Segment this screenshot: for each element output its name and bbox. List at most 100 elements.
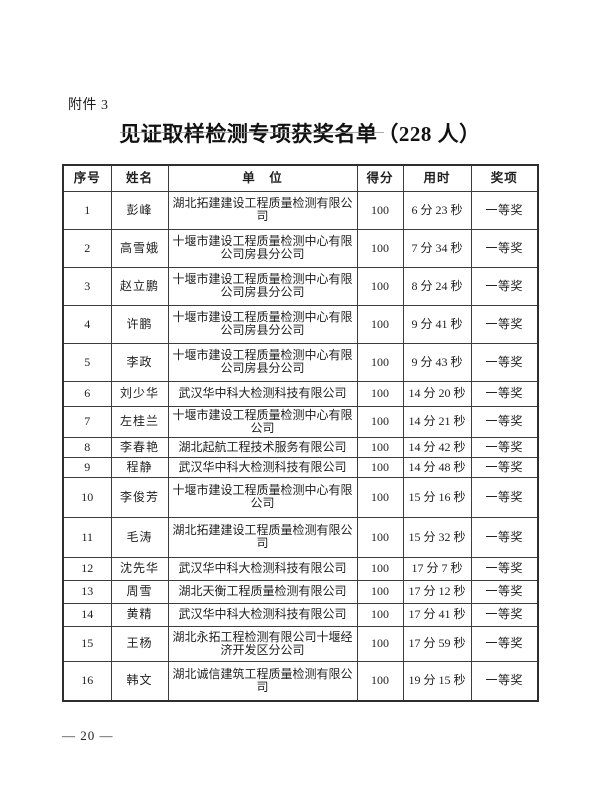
cell-time: 17 分 59 秒: [402, 625, 472, 662]
cell-unit: 十堰市建设工程质量检测中心有限公司房县分公司: [167, 304, 358, 344]
cell-score: 100: [356, 228, 404, 268]
cell-name: 彭峰: [110, 190, 169, 230]
cell-serial-number: 9: [62, 456, 112, 478]
cell-award: 一等奖: [470, 516, 539, 558]
cell-score: 100: [356, 456, 404, 478]
cell-time: 9 分 41 秒: [402, 304, 472, 344]
cell-score: 100: [356, 190, 404, 230]
cell-score: 100: [356, 342, 404, 382]
cell-serial-number: 3: [62, 266, 112, 306]
cell-unit: 湖北天衡工程质量检测有限公司: [167, 579, 358, 604]
page-number: — 20 —: [62, 728, 114, 743]
cell-name: 许鹏: [110, 304, 169, 344]
page-title: 见证取样检测专项获奖名单（228 人）: [119, 118, 480, 148]
column-header: 序号: [62, 164, 112, 192]
cell-score: 100: [356, 516, 404, 558]
cell-award: 一等奖: [470, 342, 539, 382]
table-header-row: 序号 姓名单 位得分 用时 奖项: [62, 164, 539, 192]
table-row: 4 许鹏 十堰市建设工程质量检测中心有限公司房县分公司 100 9 分 41 秒…: [62, 304, 539, 344]
cell-serial-number: 13: [62, 579, 112, 604]
cell-score: 100: [356, 380, 404, 407]
cell-serial-number: 16: [62, 660, 112, 702]
table-row: 12 沈先华 武汉华中科大检测科技有限公司 100 17 分 7 秒 一等奖: [62, 556, 539, 581]
cell-award: 一等奖: [470, 625, 539, 662]
cell-time: 7 分 34 秒: [402, 228, 472, 268]
table-row: 9 程静 武汉华中科大检测科技有限公司 100 14 分 48 秒 一等奖: [62, 456, 539, 478]
cell-time: 17 分 7 秒: [402, 556, 472, 581]
cell-name: 赵立鹏: [110, 266, 169, 306]
column-header: 得分: [356, 164, 404, 192]
cell-award: 一等奖: [470, 266, 539, 306]
cell-unit: 武汉华中科大检测科技有限公司: [167, 556, 358, 581]
table-row: 5 李政 十堰市建设工程质量检测中心有限公司房县分公司 100 9 分 43 秒…: [62, 342, 539, 382]
cell-award: 一等奖: [470, 190, 539, 230]
column-header: 姓名: [110, 164, 169, 192]
table-row: 11 毛涛 湖北拓建建设工程质量检测有限公司 100 15 分 32 秒 一等奖: [62, 516, 539, 558]
cell-unit: 湖北拓建建设工程质量检测有限公司: [167, 516, 358, 558]
cell-serial-number: 12: [62, 556, 112, 581]
cell-time: 14 分 20 秒: [402, 380, 472, 407]
cell-serial-number: 2: [62, 228, 112, 268]
cell-award: 一等奖: [470, 579, 539, 604]
table-row: 3 赵立鹏 十堰市建设工程质量检测中心有限公司房县分公司 100 8 分 24 …: [62, 266, 539, 306]
cell-serial-number: 11: [62, 516, 112, 558]
cell-serial-number: 7: [62, 405, 112, 438]
award-table: 序号 姓名单 位得分 用时 奖项 1 彭峰 湖北拓建建设工程质量检测有限公司 100 …: [62, 164, 539, 702]
cell-unit: 十堰市建设工程质量检测中心有限公司房县分公司: [167, 266, 358, 306]
table-row: 8 李春艳 湖北起航工程技术服务有限公司 100 14 分 42 秒 一等奖: [62, 436, 539, 458]
table-body: 1 彭峰 湖北拓建建设工程质量检测有限公司 100 6 分 23 秒 一等奖 2…: [62, 190, 539, 702]
cell-name: 李俊芳: [110, 476, 169, 518]
cell-name: 韩文: [110, 660, 169, 702]
cell-score: 100: [356, 266, 404, 306]
table-row: 13 周雪 湖北天衡工程质量检测有限公司 100 17 分 12 秒 一等奖: [62, 579, 539, 604]
cell-serial-number: 6: [62, 380, 112, 407]
cell-time: 6 分 23 秒: [402, 190, 472, 230]
table-row: 7 左桂兰 十堰市建设工程质量检测中心有限公司 100 14 分 21 秒 一等…: [62, 405, 539, 438]
cell-score: 100: [356, 476, 404, 518]
table-row: 16 韩文 湖北诚信建筑工程质量检测有限公司 100 19 分 15 秒 一等奖: [62, 660, 539, 702]
cell-name: 程静: [110, 456, 169, 478]
cell-unit: 十堰市建设工程质量检测中心有限公司房县分公司: [167, 342, 358, 382]
column-header: 单 位: [167, 164, 358, 192]
table-row: 15 王杨 湖北永拓工程检测有限公司十堰经济开发区分公司 100 17 分 59…: [62, 625, 539, 662]
cell-serial-number: 15: [62, 625, 112, 662]
cell-time: 15 分 16 秒: [402, 476, 472, 518]
table-row: 10 李俊芳 十堰市建设工程质量检测中心有限公司 100 15 分 16 秒 一…: [62, 476, 539, 518]
cell-name: 高雪娥: [110, 228, 169, 268]
cell-award: 一等奖: [470, 456, 539, 478]
cell-serial-number: 4: [62, 304, 112, 344]
cell-award: 一等奖: [470, 405, 539, 438]
column-header: 用时: [402, 164, 472, 192]
cell-name: 左桂兰: [110, 405, 169, 438]
table-row: 14 黄精 武汉华中科大检测科技有限公司 100 17 分 41 秒 一等奖: [62, 602, 539, 627]
cell-score: 100: [356, 579, 404, 604]
cell-award: 一等奖: [470, 476, 539, 518]
cell-award: 一等奖: [470, 380, 539, 407]
cell-unit: 武汉华中科大检测科技有限公司: [167, 380, 358, 407]
cell-unit: 武汉华中科大检测科技有限公司: [167, 456, 358, 478]
cell-award: 一等奖: [470, 602, 539, 627]
page-title-text: 见证取样检测专项获奖名单（228 人）: [119, 122, 481, 146]
cell-time: 17 分 41 秒: [402, 602, 472, 627]
cell-unit: 十堰市建设工程质量检测中心有限公司: [167, 405, 358, 438]
cell-time: 8 分 24 秒: [402, 266, 472, 306]
table-row: 1 彭峰 湖北拓建建设工程质量检测有限公司 100 6 分 23 秒 一等奖: [62, 190, 539, 230]
cell-serial-number: 10: [62, 476, 112, 518]
cell-name: 沈先华: [110, 556, 169, 581]
cell-time: 17 分 12 秒: [402, 579, 472, 604]
cell-unit: 武汉华中科大检测科技有限公司: [167, 602, 358, 627]
cell-score: 100: [356, 625, 404, 662]
cell-score: 100: [356, 660, 404, 702]
cell-unit: 湖北永拓工程检测有限公司十堰经济开发区分公司: [167, 625, 358, 662]
cell-award: 一等奖: [470, 436, 539, 458]
cell-name: 李政: [110, 342, 169, 382]
cell-score: 100: [356, 405, 404, 438]
cell-name: 毛涛: [110, 516, 169, 558]
cell-unit: 湖北起航工程技术服务有限公司: [167, 436, 358, 458]
table-row: 6 刘少华 武汉华中科大检测科技有限公司 100 14 分 20 秒 一等奖: [62, 380, 539, 407]
cell-unit: 十堰市建设工程质量检测中心有限公司: [167, 476, 358, 518]
cell-serial-number: 1: [62, 190, 112, 230]
cell-award: 一等奖: [470, 660, 539, 702]
cell-score: 100: [356, 602, 404, 627]
attachment-label: 附件 3: [68, 98, 109, 113]
